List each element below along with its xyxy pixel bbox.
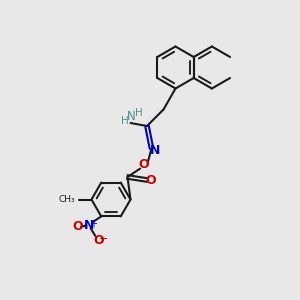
Text: −: − xyxy=(99,235,108,244)
Text: H: H xyxy=(135,108,142,118)
Text: O: O xyxy=(139,158,149,172)
Text: O: O xyxy=(72,220,83,233)
Text: H: H xyxy=(121,116,128,127)
Text: N: N xyxy=(84,219,94,232)
Text: O: O xyxy=(145,173,156,187)
Text: +: + xyxy=(89,219,97,229)
Text: CH₃: CH₃ xyxy=(58,195,75,204)
Text: N: N xyxy=(150,144,160,157)
Text: O: O xyxy=(93,234,104,247)
Text: N: N xyxy=(127,110,136,123)
